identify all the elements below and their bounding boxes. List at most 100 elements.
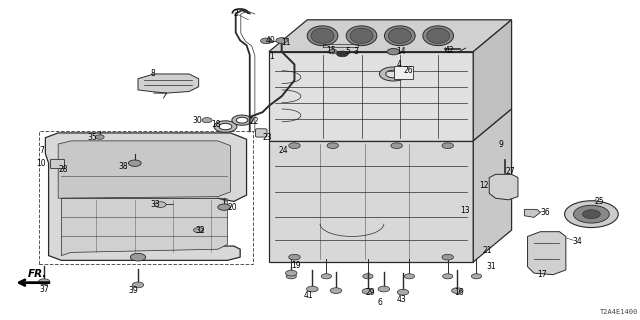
Text: 38: 38 — [119, 162, 129, 171]
Text: 16: 16 — [454, 288, 464, 297]
Polygon shape — [58, 141, 230, 198]
Circle shape — [387, 49, 400, 55]
Text: 34: 34 — [572, 237, 582, 246]
Text: 41: 41 — [304, 291, 314, 300]
Text: 4: 4 — [397, 60, 401, 69]
Circle shape — [95, 135, 104, 139]
Circle shape — [564, 201, 618, 228]
Circle shape — [289, 143, 300, 148]
Polygon shape — [269, 20, 511, 52]
Text: T2A4E1400: T2A4E1400 — [600, 308, 638, 315]
Text: 3: 3 — [354, 47, 359, 56]
Text: 8: 8 — [151, 69, 156, 78]
Ellipse shape — [385, 26, 415, 46]
Text: 5: 5 — [346, 47, 351, 56]
Circle shape — [285, 270, 297, 276]
Text: 23: 23 — [262, 133, 272, 142]
FancyBboxPatch shape — [51, 159, 65, 169]
Polygon shape — [489, 174, 518, 200]
Text: 33: 33 — [151, 200, 161, 209]
Circle shape — [582, 210, 600, 219]
Circle shape — [452, 288, 463, 293]
FancyBboxPatch shape — [394, 66, 413, 79]
Circle shape — [289, 254, 300, 260]
FancyBboxPatch shape — [255, 129, 267, 137]
Circle shape — [276, 38, 287, 44]
Text: 35: 35 — [87, 133, 97, 142]
Text: 20: 20 — [227, 203, 237, 212]
Text: 22: 22 — [250, 117, 259, 126]
Circle shape — [307, 286, 318, 292]
Text: 9: 9 — [499, 140, 504, 148]
Text: 10: 10 — [36, 159, 45, 168]
Circle shape — [378, 286, 390, 292]
Polygon shape — [61, 198, 227, 256]
Circle shape — [327, 143, 339, 148]
Circle shape — [404, 274, 415, 279]
Circle shape — [442, 254, 454, 260]
Ellipse shape — [388, 28, 412, 44]
Circle shape — [442, 143, 454, 148]
Text: 1: 1 — [269, 52, 274, 61]
Text: 19: 19 — [291, 261, 301, 270]
Text: 27: 27 — [505, 167, 515, 176]
Circle shape — [155, 202, 166, 207]
Polygon shape — [473, 20, 511, 141]
Text: 37: 37 — [39, 284, 49, 293]
Circle shape — [471, 274, 481, 279]
Text: 32: 32 — [195, 226, 205, 235]
Text: 21: 21 — [483, 246, 492, 255]
Text: 31: 31 — [486, 262, 495, 271]
Circle shape — [443, 274, 453, 279]
Text: 42: 42 — [445, 45, 454, 55]
Text: 36: 36 — [540, 208, 550, 217]
Text: 7: 7 — [39, 146, 44, 155]
Text: 18: 18 — [211, 120, 221, 130]
Circle shape — [337, 51, 348, 57]
Text: 29: 29 — [366, 288, 376, 297]
Polygon shape — [269, 52, 473, 141]
Circle shape — [397, 289, 409, 295]
Circle shape — [286, 274, 296, 279]
Circle shape — [321, 274, 332, 279]
Text: 24: 24 — [278, 146, 288, 155]
Text: 6: 6 — [378, 298, 382, 307]
Ellipse shape — [346, 26, 377, 46]
Text: 30: 30 — [192, 116, 202, 125]
Polygon shape — [524, 209, 540, 217]
Text: 25: 25 — [595, 197, 604, 206]
Circle shape — [362, 288, 374, 294]
Text: 40: 40 — [266, 36, 275, 45]
Circle shape — [573, 205, 609, 223]
Ellipse shape — [307, 26, 338, 46]
Ellipse shape — [423, 26, 454, 46]
Circle shape — [132, 282, 144, 288]
Ellipse shape — [350, 28, 373, 44]
Ellipse shape — [311, 28, 334, 44]
Circle shape — [202, 118, 212, 123]
Text: 14: 14 — [397, 47, 406, 56]
Ellipse shape — [427, 28, 450, 44]
Text: 15: 15 — [326, 45, 336, 55]
Text: 28: 28 — [58, 165, 68, 174]
Polygon shape — [473, 109, 511, 262]
Circle shape — [391, 143, 403, 148]
Circle shape — [328, 50, 337, 54]
Circle shape — [218, 204, 230, 210]
Text: 2: 2 — [234, 9, 239, 18]
Circle shape — [193, 228, 204, 233]
Circle shape — [38, 279, 50, 284]
Polygon shape — [138, 74, 198, 93]
Circle shape — [330, 288, 342, 293]
Text: FR.: FR. — [28, 268, 47, 278]
Text: 43: 43 — [397, 295, 406, 304]
Circle shape — [363, 274, 373, 279]
Text: 12: 12 — [479, 181, 489, 190]
Text: 39: 39 — [129, 286, 138, 295]
Circle shape — [129, 160, 141, 166]
Text: 13: 13 — [461, 206, 470, 215]
Text: 17: 17 — [537, 270, 547, 279]
Circle shape — [260, 38, 272, 44]
Text: 26: 26 — [403, 66, 413, 75]
Text: 11: 11 — [282, 38, 291, 47]
